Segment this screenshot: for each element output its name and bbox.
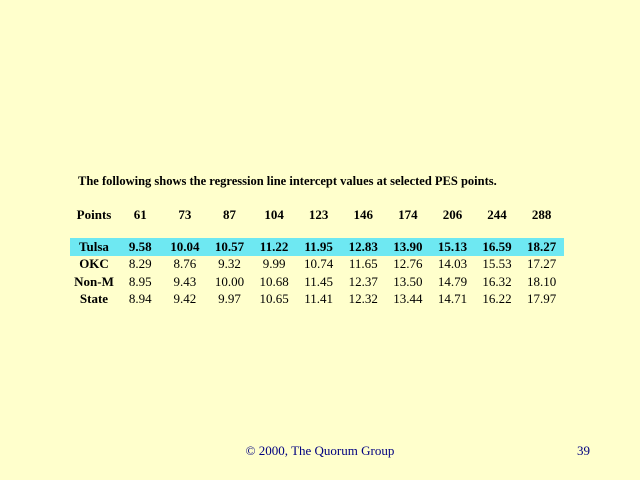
header-cell: 146 [353, 207, 374, 222]
value-cell: 16.22 [482, 291, 512, 307]
row-label: Non-M [74, 273, 114, 289]
value-cell: 10.57 [214, 238, 245, 254]
header-cell: 174 [398, 207, 418, 222]
value-cell: 8.94 [128, 291, 152, 307]
value-cell: 8.29 [128, 256, 152, 272]
value-cell: 12.32 [348, 291, 378, 307]
value-cell: 13.44 [393, 291, 423, 307]
header-points-cell: Points [76, 207, 112, 222]
page-number: 39 [577, 443, 590, 458]
value-cell: 14.79 [437, 273, 468, 289]
value-cell: 9.42 [173, 291, 197, 307]
header-cell: 244 [487, 207, 507, 222]
row-label: State [79, 291, 109, 307]
value-cell: 14.03 [437, 256, 468, 272]
value-cell: 14.71 [437, 291, 468, 307]
value-cell: 17.97 [527, 291, 557, 307]
row-label: Tulsa [79, 238, 109, 254]
header-cell: 288 [531, 207, 552, 222]
value-cell: 17.27 [527, 256, 557, 272]
table-row: Tulsa 9.58 10.04 10.57 11.22 11.95 12.83 13.90 1… [70, 238, 564, 256]
value-cell: 16.59 [482, 238, 512, 254]
value-cell: 10.65 [259, 291, 289, 307]
table-row: OKC 8.29 8.76 9.32 9.99 10.74 11.65 12.76 14.03 1… [70, 256, 564, 274]
header-cell: 123 [308, 207, 329, 222]
value-cell: 9.43 [173, 273, 197, 289]
value-cell: 13.90 [393, 238, 423, 254]
value-cell: 9.97 [218, 291, 241, 307]
value-cell: 12.83 [348, 238, 378, 254]
table-header-row: Points 61 73 87 104 123 146 174 206 244 288 [70, 206, 564, 224]
value-cell: 10.74 [304, 256, 334, 272]
value-cell: 15.13 [437, 238, 468, 254]
value-cell: 11.45 [304, 273, 334, 289]
header-cell: 104 [264, 207, 284, 222]
copyright-text: © 2000, The Quorum Group [245, 443, 395, 458]
value-cell: 8.95 [128, 273, 152, 289]
value-cell: 8.76 [173, 256, 197, 272]
header-cell: 206 [442, 207, 463, 222]
value-cell: 9.32 [218, 256, 241, 272]
value-cell: 18.27 [527, 238, 557, 254]
header-cell: 73 [178, 207, 192, 222]
value-cell: 11.65 [348, 256, 378, 272]
table-row: Non-M 8.95 9.43 10.00 10.68 11.45 12.37 13.50 14… [70, 273, 564, 291]
value-cell: 16.32 [482, 273, 512, 289]
pes-table: Points 61 73 87 104 123 146 174 206 244 288 Tulsa 9.… [70, 206, 564, 308]
value-cell: 9.99 [262, 256, 286, 272]
value-cell: 10.04 [170, 238, 200, 254]
row-label: OKC [79, 256, 109, 272]
value-cell: 15.53 [482, 256, 512, 272]
value-cell: 13.50 [393, 273, 423, 289]
value-cell: 18.10 [527, 273, 557, 289]
value-cell: 11.95 [304, 238, 333, 254]
value-cell: 10.68 [259, 273, 289, 289]
table-row: State 8.94 9.42 9.97 10.65 11.41 12.32 13.44 14.… [70, 291, 564, 309]
value-cell: 11.22 [259, 238, 289, 254]
value-cell: 12.76 [393, 256, 423, 272]
header-cell: 61 [133, 207, 147, 222]
header-cell: 87 [222, 207, 236, 222]
value-cell: 12.37 [348, 273, 378, 289]
value-cell: 10.00 [214, 273, 245, 289]
value-cell: 11.41 [304, 291, 334, 307]
value-cell: 9.58 [128, 238, 152, 254]
slide-title: The following shows the regression line … [78, 174, 497, 188]
